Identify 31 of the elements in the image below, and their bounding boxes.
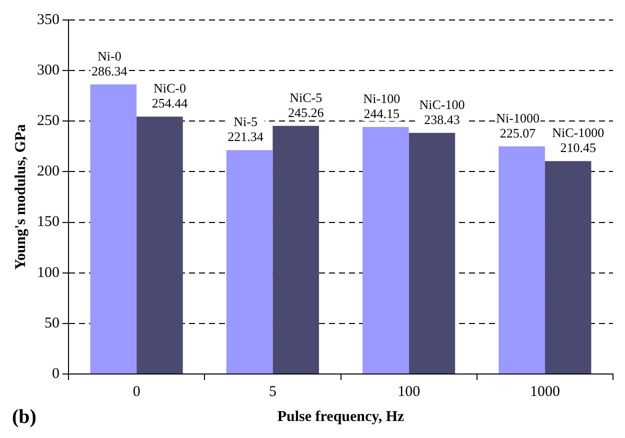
data-label: NiC-100 238.43 [419,96,465,127]
bar [408,132,456,374]
data-label: Ni-1000 225.07 [496,110,540,140]
bar [226,150,273,374]
x-tick-label: 1000 [530,384,560,400]
y-axis-title: Young's modulus, GPa [12,124,29,270]
text: (b) [12,406,36,428]
bar [544,161,592,374]
y-tick-label: 200 [37,164,60,180]
bar [498,146,545,374]
x-tick-label: 100 [398,384,420,400]
y-tick-label: 250 [37,113,60,130]
data-label: Ni-100 244.15 [363,90,400,121]
bar [136,116,183,374]
y-tick-label: 150 [37,214,60,230]
x-axis-title: Pulse frequency, Hz [277,408,404,425]
y-tick-label: 300 [37,62,60,79]
y-tick-label: 50 [44,315,60,332]
data-label: Ni-5 221.34 [228,114,264,144]
x-tick-label: 0 [132,384,140,400]
data-label: NiC-1000 210.45 [552,125,604,156]
bar [272,126,319,374]
bar [362,127,409,374]
y-tick-label: 0 [52,366,60,382]
x-tick-label: 5 [268,384,276,400]
bar [90,84,137,374]
data-label: Ni-0 286.34 [92,48,128,78]
y-tick-label: 350 [37,12,60,28]
y-tick-label: 100 [37,264,60,281]
data-label: NiC-0 254.44 [152,80,188,111]
data-label: NiC-5 245.26 [288,90,324,120]
